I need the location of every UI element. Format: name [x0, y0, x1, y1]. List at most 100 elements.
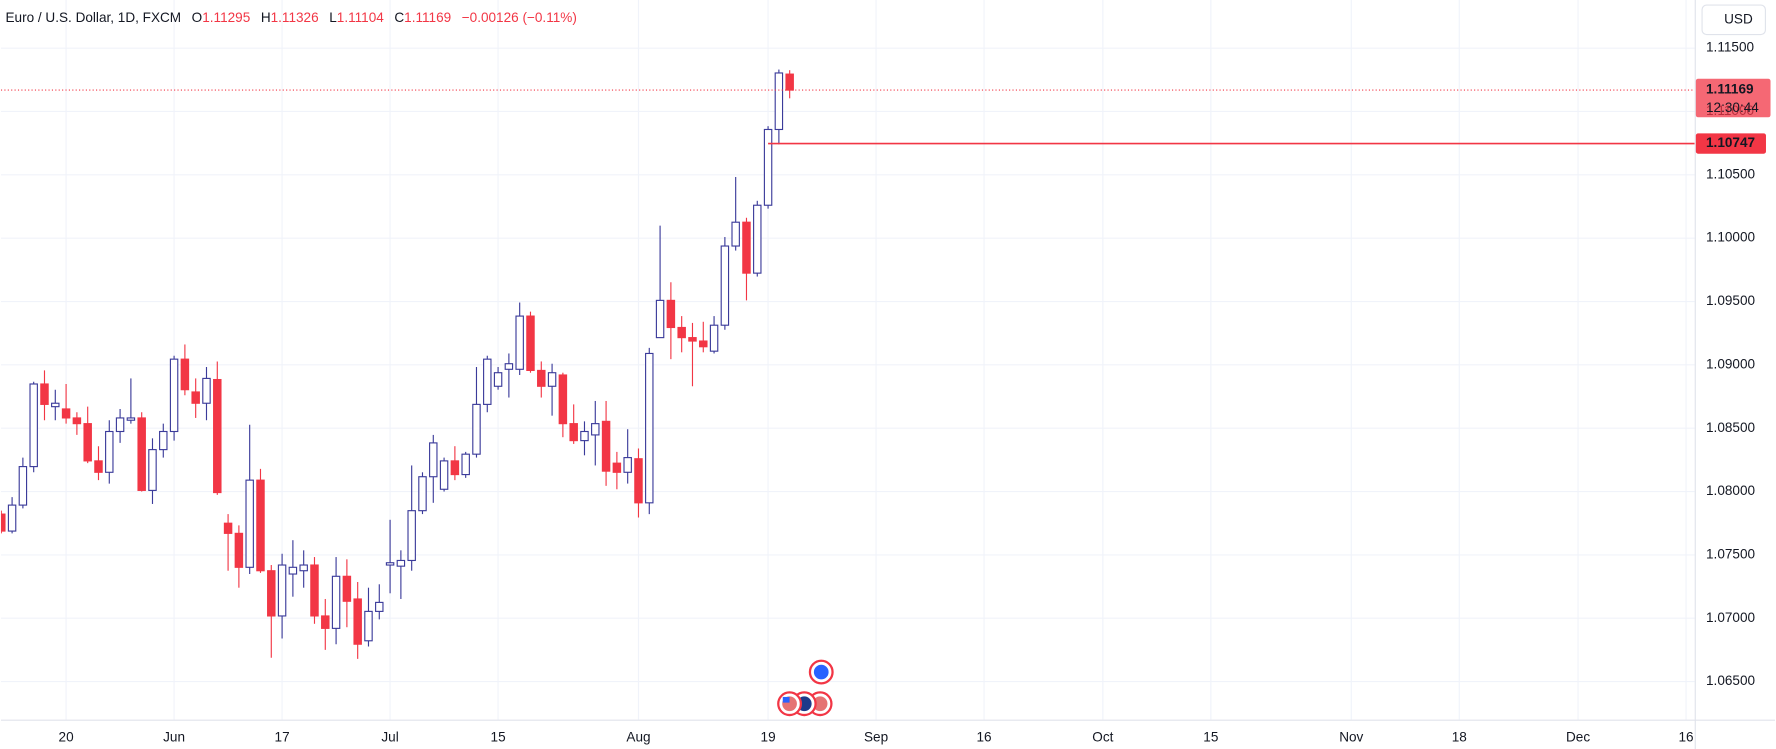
- candle-body: [40, 383, 49, 405]
- candle-body: [137, 417, 146, 491]
- candle-body: [720, 245, 730, 326]
- low-value: 1.11104: [337, 10, 384, 25]
- candle-body: [450, 460, 460, 476]
- candle-body: [159, 430, 168, 451]
- x-tick-label: 19: [761, 729, 776, 744]
- candle-body: [731, 221, 740, 247]
- candle-body: [299, 564, 308, 572]
- candle-body: [504, 363, 514, 370]
- legend-header: Euro / U.S. Dollar, 1D, FXCM O1.11295 H1…: [5, 10, 576, 25]
- candle-body: [245, 479, 254, 568]
- last-price-label: 1.11169: [1706, 82, 1754, 97]
- candle-body: [364, 610, 373, 642]
- candle-body: [407, 510, 416, 562]
- candle-body: [763, 128, 773, 206]
- candle-body: [645, 352, 654, 504]
- change-value: −0.00126 (−0.11%): [462, 10, 577, 25]
- candle-body: [321, 615, 330, 629]
- candle-body: [472, 403, 481, 455]
- candle-body: [385, 562, 395, 566]
- candle-body: [709, 324, 719, 352]
- x-tick-label: 15: [491, 729, 506, 744]
- x-tick-label: Oct: [1092, 729, 1113, 744]
- y-tick-label: 1.08500: [1706, 420, 1755, 435]
- candle-body: [310, 564, 319, 617]
- candle-body: [83, 423, 92, 462]
- currency-label: USD: [1724, 11, 1753, 26]
- candle-body: [223, 522, 233, 534]
- candle-body: [126, 417, 136, 421]
- y-tick-label: 1.10500: [1706, 166, 1755, 181]
- candle-body: [493, 372, 503, 387]
- event-flag-canton: [782, 696, 790, 703]
- y-tick-label: 1.08000: [1706, 483, 1755, 498]
- candle-body: [774, 72, 784, 131]
- x-tick-label: Aug: [626, 729, 650, 744]
- event-icons[interactable]: [777, 659, 834, 717]
- candle-body: [396, 559, 406, 567]
- horizontal-ray-badge: [1695, 133, 1766, 154]
- candle-body: [688, 337, 697, 342]
- x-tick-label: Nov: [1339, 729, 1363, 744]
- candle-body: [353, 598, 362, 645]
- candle-body: [169, 358, 179, 433]
- candle-body: [51, 402, 60, 408]
- candle-body: [558, 374, 568, 425]
- candle-body: [666, 299, 676, 329]
- candle-body: [439, 460, 449, 490]
- y-tick-label: 1.07000: [1706, 610, 1755, 625]
- candle-body: [569, 423, 578, 442]
- candle-body: [591, 423, 600, 436]
- y-tick-label: 1.09500: [1706, 293, 1755, 308]
- currency-button[interactable]: [1701, 4, 1766, 36]
- candle-body: [677, 326, 686, 339]
- y-tick-label: 1.09000: [1706, 356, 1755, 371]
- candle-body: [483, 358, 492, 405]
- ohlc-letter: O: [192, 10, 203, 25]
- symbol-title: Euro / U.S. Dollar, 1D, FXCM: [5, 10, 181, 25]
- axes: 1.06500 1.07000 1.07500 1.08000 1.08500 1.090…: [59, 40, 1771, 744]
- countdown-label: 12:30:44: [1706, 100, 1759, 115]
- candle-body: [180, 358, 190, 391]
- candle-body: [7, 504, 17, 532]
- candle-body: [267, 570, 276, 617]
- candle-body: [601, 420, 611, 472]
- high-value: 1.11326: [271, 10, 319, 25]
- candle-body: [61, 408, 71, 419]
- candle-body: [742, 221, 751, 274]
- candle-body: [753, 204, 762, 274]
- candle-body: [580, 430, 589, 442]
- open-value: 1.11295: [202, 10, 250, 25]
- candle-body: [623, 457, 632, 473]
- candle-body: [213, 378, 222, 494]
- x-tick-label: 20: [59, 729, 75, 744]
- candle-body: [526, 315, 535, 371]
- candle-body: [785, 73, 794, 91]
- candle-body: [418, 476, 427, 512]
- ohlc-letter: L: [329, 10, 337, 25]
- candle-body: [331, 575, 341, 629]
- candle-body: [375, 601, 384, 612]
- y-tick-label: 1.11500: [1706, 40, 1754, 55]
- horizontal-ray-label: 1.10747: [1706, 135, 1755, 150]
- candle-body: [429, 442, 438, 478]
- close-value: 1.11169: [404, 10, 451, 25]
- candle-body: [277, 564, 287, 617]
- candle-body: [256, 479, 265, 572]
- candle-body: [547, 372, 557, 387]
- y-tick-label: 1.06500: [1706, 673, 1755, 688]
- candle-body: [148, 449, 157, 491]
- x-tick-label: Jun: [163, 729, 185, 744]
- x-tick-label: Dec: [1566, 729, 1590, 744]
- x-tick-label: 16: [977, 729, 992, 744]
- candle-body: [234, 532, 244, 568]
- candle-body: [342, 575, 352, 602]
- candle-body: [699, 340, 708, 348]
- last-price-badge: [1695, 78, 1771, 118]
- candle-body: [537, 369, 546, 387]
- event-flag: [813, 664, 829, 680]
- candle-body: [191, 391, 200, 404]
